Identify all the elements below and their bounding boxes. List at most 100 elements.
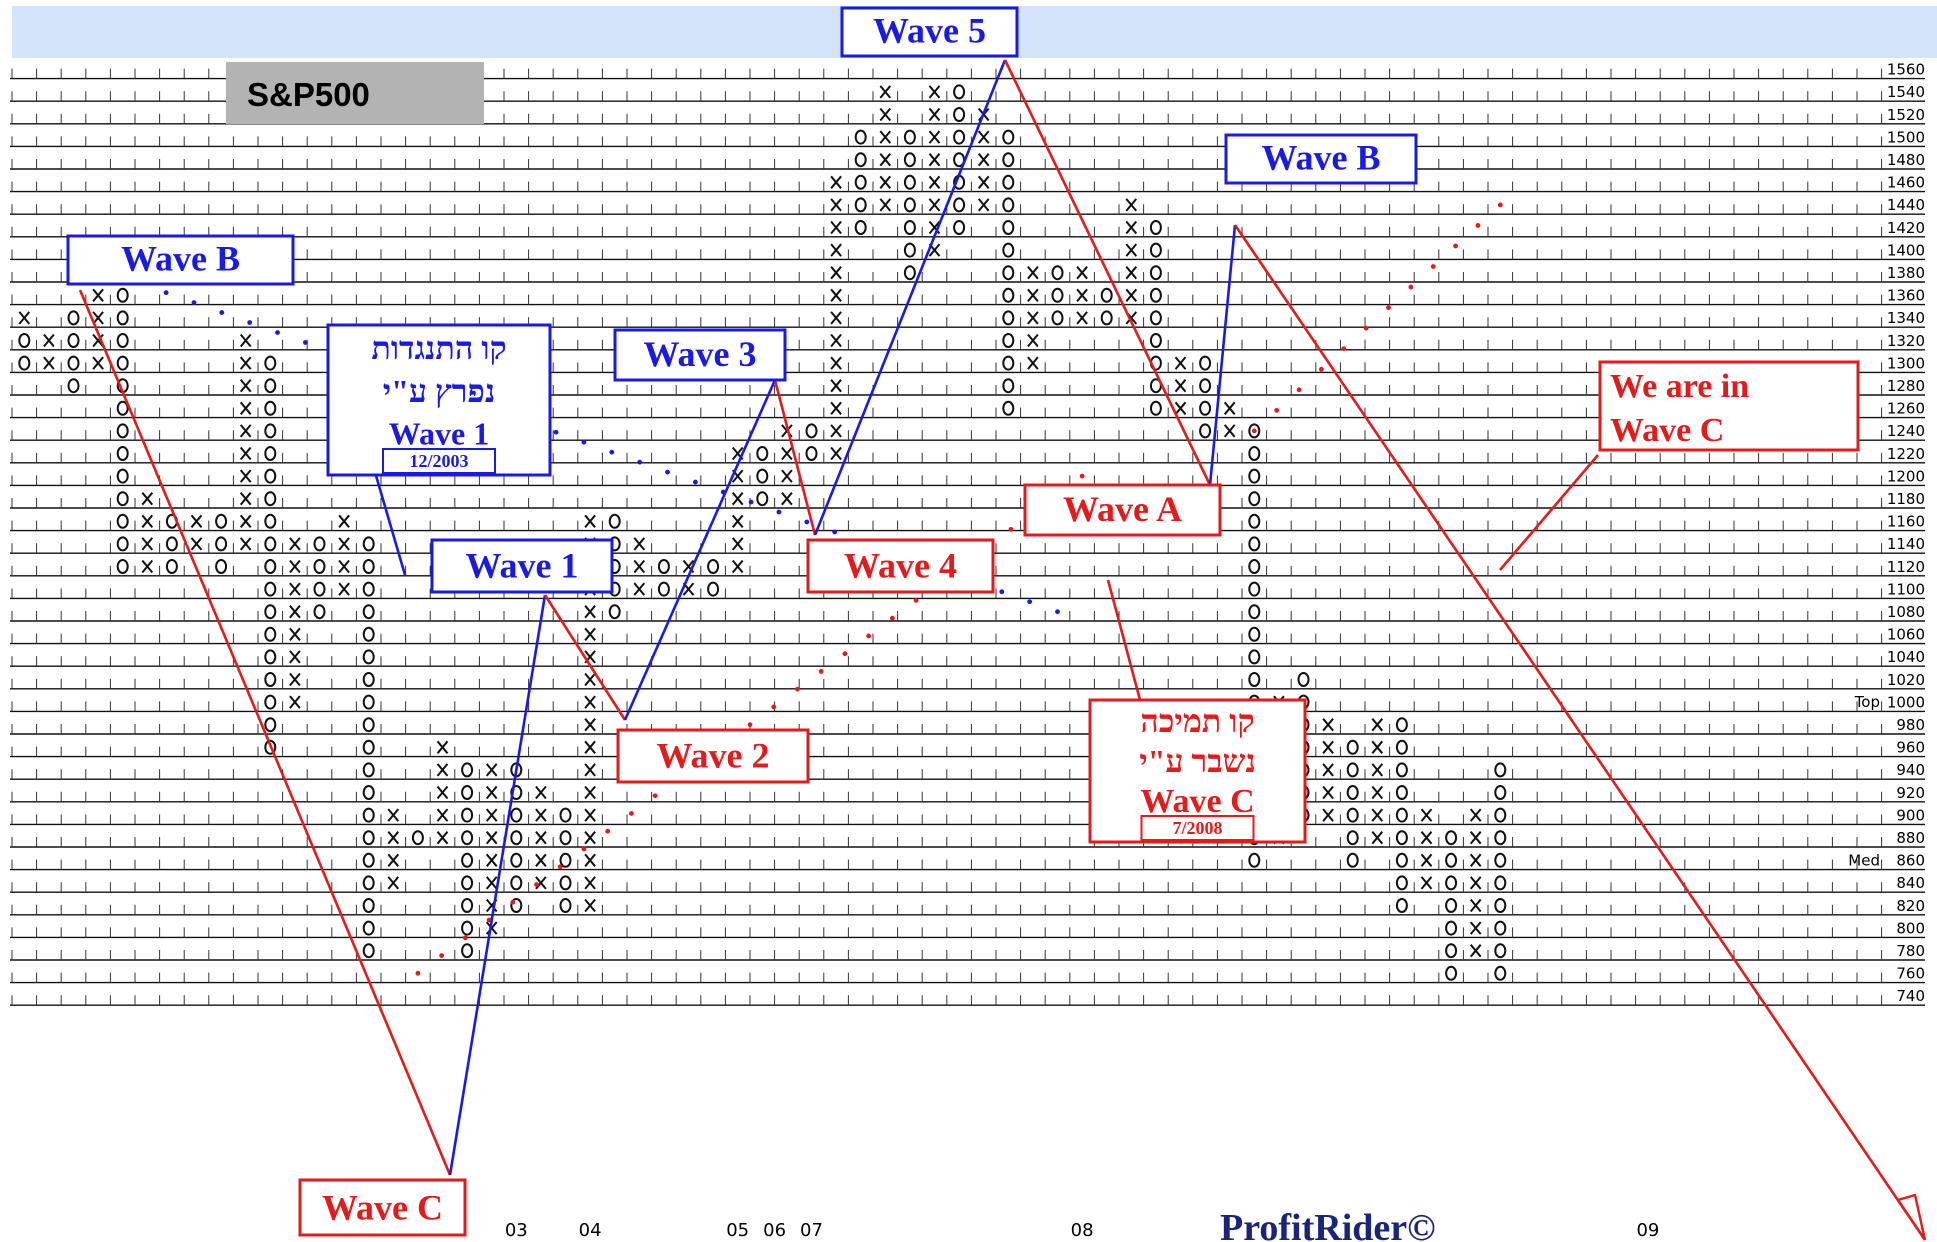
price-tick-label: 1080 [1887, 603, 1925, 621]
pnf-x-mark [485, 785, 498, 800]
pnf-o-mark [1445, 898, 1458, 913]
pnf-x-mark [1223, 401, 1236, 415]
price-tick-label: 1040 [1887, 648, 1925, 666]
pnf-o-mark [313, 536, 326, 552]
pnf-x-mark [977, 198, 990, 212]
pnf-x-mark [879, 85, 892, 99]
pnf-x-mark [436, 831, 449, 845]
pnf-o-mark [756, 446, 769, 461]
pnf-o-mark [165, 536, 178, 552]
pnf-o-mark [116, 559, 129, 574]
trend-line-dot [553, 429, 559, 435]
trend-line-dot [581, 846, 587, 852]
pnf-x-mark [1027, 266, 1039, 280]
pnf-o-mark [1395, 739, 1408, 755]
trend-line-dot [818, 669, 824, 674]
annotation-line: Wave C [1140, 783, 1254, 820]
pnf-o-mark [116, 423, 129, 439]
pnf-o-mark [559, 807, 572, 823]
year-label: 08 [1071, 1220, 1094, 1241]
trend-line-dot [510, 899, 516, 905]
pnf-o-mark [116, 536, 129, 552]
pnf-x-mark [928, 107, 941, 122]
trend-line-dot [1408, 284, 1414, 290]
grid-layer: 1560 1540 1520 1500 1480 1460 1440 1420 1400 1380… [10, 61, 1925, 1241]
pnf-o-mark [461, 898, 474, 913]
pnf-o-mark [1445, 965, 1458, 981]
pnf-x-mark [43, 333, 55, 348]
pnf-o-mark [116, 333, 129, 348]
pnf-o-mark [461, 807, 474, 823]
pnf-x-mark [1469, 853, 1482, 867]
pnf-o-mark [264, 536, 277, 552]
pnf-x-mark [584, 763, 596, 777]
pnf-o-mark [657, 581, 670, 597]
pnf-o-mark [1395, 785, 1408, 800]
pnf-o-mark [362, 920, 375, 936]
pnf-o-mark [1248, 559, 1261, 574]
pnf-x-mark [830, 220, 842, 235]
label-layer: S&P500 Wave C Wave 1 Wave 2 Wave 3 Wave 4 Wave… [66, 6, 1860, 1242]
trend-line-dot [1296, 387, 1302, 393]
pnf-o-mark [510, 807, 523, 823]
pnf-x-mark [1420, 808, 1433, 822]
pnf-x-mark [1322, 785, 1334, 800]
pnf-o-mark [362, 898, 375, 913]
pnf-o-mark [116, 491, 129, 507]
pnf-o-mark [461, 852, 474, 868]
price-tick-label: 1460 [1887, 174, 1925, 192]
pnf-o-mark [461, 875, 474, 891]
pnf-x-mark [338, 514, 350, 528]
pnf-x-mark [830, 333, 842, 348]
annotation-box: קו התנגדות נפרץ ע"י Wave 112/2003 [326, 323, 552, 477]
pnf-o-mark [559, 898, 572, 913]
trend-line-dot [913, 598, 919, 603]
pnf-x-mark [977, 175, 990, 189]
pnf-o-mark [116, 287, 129, 303]
price-tick-label: 800 [1896, 919, 1925, 937]
price-tick-label: 1380 [1887, 264, 1925, 282]
trend-line-dot [771, 704, 777, 710]
wave-label: Wave B [121, 239, 240, 279]
pnf-x-mark [731, 559, 744, 574]
pnf-x-mark [633, 559, 646, 574]
pnf-x-mark [1223, 424, 1236, 438]
wave-label: Wave 5 [873, 11, 986, 51]
trend-line-dot [1453, 243, 1458, 249]
pnf-o-mark [854, 174, 867, 190]
trend-line-dot [302, 340, 308, 345]
pnf-o-mark [362, 830, 375, 846]
pnf-x-mark [289, 559, 301, 574]
pnf-x-mark [239, 446, 252, 461]
pnf-x-mark [239, 356, 252, 370]
pnf-x-mark [830, 424, 842, 438]
annotation-box: We are in Wave C [1598, 360, 1860, 452]
pnf-x-mark [781, 446, 793, 461]
price-tick-label: 780 [1896, 942, 1925, 960]
pnf-x-mark [289, 672, 301, 687]
pnf-x-mark [830, 266, 842, 280]
pnf-o-mark [362, 559, 375, 574]
pnf-o-mark [461, 762, 474, 778]
pnf-o-mark [461, 785, 474, 800]
pnf-x-mark [239, 379, 252, 393]
wave-label: Wave B [1261, 138, 1380, 178]
pnf-o-mark [1395, 717, 1408, 733]
wave-line [448, 594, 547, 1176]
pnf-o-mark [1051, 265, 1064, 281]
pnf-x-mark [879, 153, 892, 167]
pnf-o-mark [1248, 581, 1261, 597]
pnf-x-mark [1125, 220, 1138, 235]
pnf-o-mark [854, 129, 867, 145]
annotation-line: נשבר ע"י [1139, 743, 1255, 779]
pnf-o-mark [1248, 468, 1261, 484]
pnf-x-mark [535, 808, 547, 822]
pnf-x-mark [485, 876, 498, 890]
pnf-o-mark [1149, 310, 1162, 326]
trend-line-dot [1318, 366, 1324, 372]
pnf-x-mark [436, 763, 449, 777]
pnf-o-mark [1002, 378, 1015, 394]
trend-line-dot [842, 651, 848, 657]
pnf-o-mark [1100, 287, 1113, 303]
pnf-o-mark [953, 220, 966, 235]
